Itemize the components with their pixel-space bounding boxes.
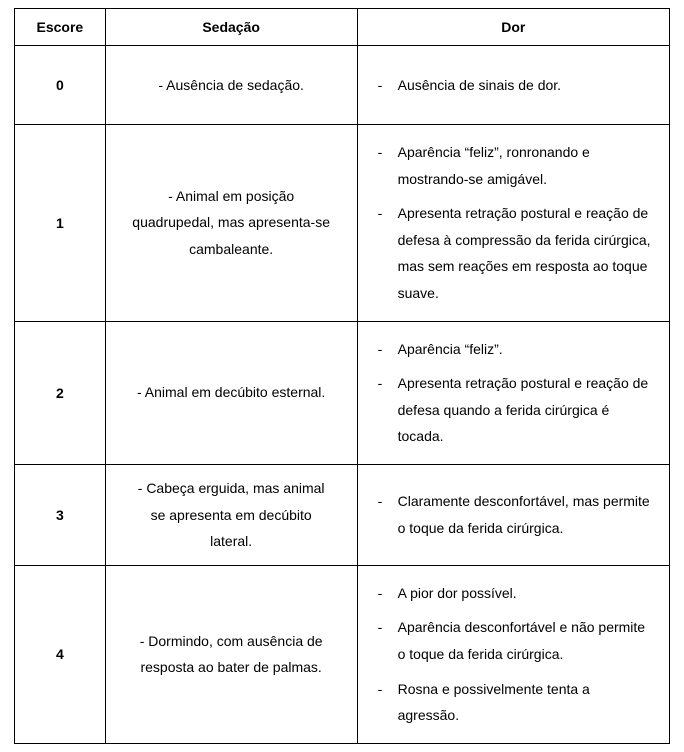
dor-item: A pior dor possível. [398,576,653,611]
dor-list: A pior dor possível.Aparência desconfort… [370,576,657,733]
header-row: Escore Sedação Dor [15,9,670,46]
sedacao-cell: - Animal em decúbito esternal. [105,321,357,464]
scale-table: Escore Sedação Dor 0 - Ausência de sedaçã… [14,8,670,744]
dor-cell: Aparência “feliz”, ronronando e mostrand… [357,125,669,322]
dor-item: Aparência desconfortável e não permite o… [398,610,653,671]
score-cell: 4 [15,565,106,743]
sedacao-line: - Animal em decúbito esternal. [118,379,345,406]
table-row: 0 - Ausência de sedação. Ausência de sinai… [15,46,670,125]
dor-list: Aparência “feliz”.Apresenta retração pos… [370,332,657,454]
header-dor: Dor [357,9,669,46]
sedacao-cell: - Dormindo, com ausência deresposta ao b… [105,565,357,743]
dor-item: Aparência “feliz”. [398,332,653,367]
sedacao-line: lateral. [118,528,345,555]
dor-list: Claramente desconfortável, mas permite o… [370,484,657,545]
table-row: 4- Dormindo, com ausência deresposta ao … [15,565,670,743]
dor-list: Ausência de sinais de dor. [370,68,657,103]
dor-item: Aparência “feliz”, ronronando e mostrand… [398,135,653,196]
score-cell: 2 [15,321,106,464]
sedacao-line: cambaleante. [118,236,345,263]
sedacao-cell: - Cabeça erguida, mas animalse apresenta… [105,464,357,565]
header-sedacao: Sedação [105,9,357,46]
dor-cell: Claramente desconfortável, mas permite o… [357,464,669,565]
dor-item: Apresenta retração postural e reação de … [398,196,653,310]
sedacao-line: - Ausência de sedação. [118,72,345,99]
dor-item: Ausência de sinais de dor. [398,68,653,103]
dor-item: Rosna e possivelmente tenta a agressão. [398,672,653,733]
table-row: 2 - Animal em decúbito esternal. Aparência… [15,321,670,464]
table-row: 3- Cabeça erguida, mas animalse apresent… [15,464,670,565]
header-escore: Escore [15,9,106,46]
dor-list: Aparência “feliz”, ronronando e mostrand… [370,135,657,311]
sedacao-line: - Cabeça erguida, mas animal [118,475,345,502]
dor-item: Apresenta retração postural e reação de … [398,366,653,454]
table-wrapper: Escore Sedação Dor 0 - Ausência de sedaçã… [0,0,684,752]
sedacao-cell: - Animal em posiçãoquadrupedal, mas apre… [105,125,357,322]
table-row: 1- Animal em posiçãoquadrupedal, mas apr… [15,125,670,322]
dor-cell: A pior dor possível.Aparência desconfort… [357,565,669,743]
table-body: 0 - Ausência de sedação. Ausência de sinai… [15,46,670,744]
dor-cell: Aparência “feliz”.Apresenta retração pos… [357,321,669,464]
dor-cell: Ausência de sinais de dor. [357,46,669,125]
score-cell: 1 [15,125,106,322]
dor-item: Claramente desconfortável, mas permite o… [398,484,653,545]
sedacao-line: resposta ao bater de palmas. [118,654,345,681]
sedacao-line: - Animal em posição [118,183,345,210]
sedacao-cell: - Ausência de sedação. [105,46,357,125]
score-cell: 3 [15,464,106,565]
sedacao-line: - Dormindo, com ausência de [118,628,345,655]
sedacao-line: se apresenta em decúbito [118,502,345,529]
score-cell: 0 [15,46,106,125]
sedacao-line: quadrupedal, mas apresenta-se [118,209,345,236]
